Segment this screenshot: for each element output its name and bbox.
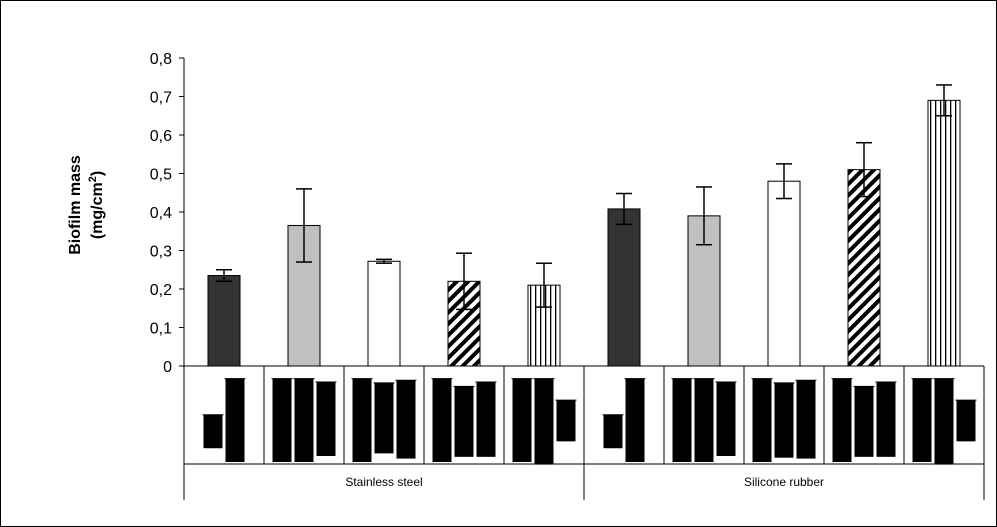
category-glyph-bar — [476, 382, 496, 457]
y-tick-label: 0,6 — [150, 128, 172, 145]
y-tick-label: 0,1 — [150, 321, 172, 338]
category-glyph-bar — [512, 378, 532, 462]
category-glyph-bar — [934, 378, 954, 465]
group-labels: Stainless steel Silicone rubber — [345, 475, 824, 489]
category-glyph-bar — [912, 378, 932, 462]
category-axis — [183, 366, 985, 500]
category-glyph-bar — [854, 386, 874, 457]
bar — [767, 180, 801, 367]
category-glyph-bar — [752, 378, 772, 462]
category-glyph-bar — [716, 382, 736, 456]
y-tick-label: 0,3 — [150, 244, 172, 261]
category-glyph-bar — [432, 378, 452, 462]
y-tick-label: 0,8 — [150, 51, 172, 68]
group-label: Silicone rubber — [744, 475, 824, 489]
category-glyph-bar — [352, 378, 372, 462]
bar — [847, 169, 881, 367]
category-glyph-bar — [694, 378, 714, 462]
category-glyph-bar — [374, 382, 394, 454]
category-glyph-bar — [272, 378, 292, 462]
bars-layer — [207, 84, 961, 367]
y-axis-title-line2: (mg/cm2) — [87, 171, 106, 239]
category-glyph-bar — [603, 414, 623, 449]
category-glyph-bar — [316, 382, 336, 456]
category-glyph-bar — [876, 382, 896, 457]
group-label: Stainless steel — [345, 475, 422, 489]
category-glyph-bar — [294, 378, 314, 462]
category-glyph-bar — [556, 400, 576, 442]
bar — [607, 208, 641, 367]
y-tick-label: 0,7 — [150, 90, 172, 107]
y-tick-label: 0,2 — [150, 282, 172, 299]
category-glyph-bar — [832, 378, 852, 462]
category-glyph-bar — [396, 380, 416, 459]
category-glyph-bar — [796, 380, 816, 459]
y-tick-label: 0,5 — [150, 167, 172, 184]
category-glyph-bar — [203, 414, 223, 449]
y-axis-title-line1: Biofilm mass — [67, 155, 84, 255]
bar — [207, 275, 241, 367]
category-glyph-bar — [774, 382, 794, 458]
category-glyph-bar — [534, 378, 554, 465]
bar — [927, 99, 961, 367]
y-tick-label: 0 — [163, 359, 172, 376]
y-tick-label: 0,4 — [150, 205, 172, 222]
bar — [367, 260, 401, 367]
category-glyph-bar — [625, 378, 645, 462]
category-glyph-bar — [672, 378, 692, 462]
category-glyph-bar — [454, 386, 474, 457]
category-glyph-bar — [956, 400, 976, 442]
category-glyph-bar — [225, 378, 245, 462]
